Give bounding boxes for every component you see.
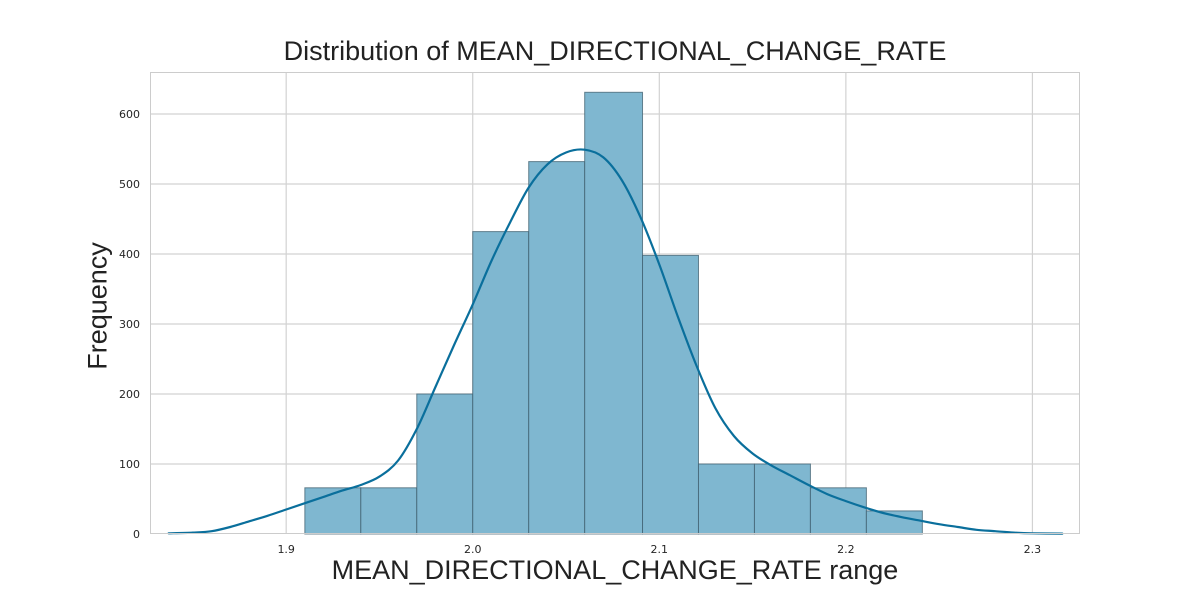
histogram-bar bbox=[304, 487, 362, 535]
histogram-bar bbox=[809, 487, 867, 535]
x-tick-label: 2.2 bbox=[837, 543, 855, 556]
chart-title: Distribution of MEAN_DIRECTIONAL_CHANGE_… bbox=[283, 36, 947, 66]
y-tick-label: 300 bbox=[119, 318, 140, 331]
x-axis-label: MEAN_DIRECTIONAL_CHANGE_RATE range bbox=[331, 555, 899, 585]
y-axis-label: Frequency bbox=[82, 242, 113, 370]
histogram-bar bbox=[360, 487, 418, 535]
x-tick-label: 2.3 bbox=[1024, 543, 1042, 556]
y-tick-label: 500 bbox=[119, 178, 140, 191]
x-tick-label: 1.9 bbox=[277, 543, 295, 556]
histogram-bar bbox=[865, 510, 923, 535]
kde-line bbox=[167, 148, 1064, 535]
histogram-bar bbox=[472, 231, 530, 535]
x-tick-label: 2.1 bbox=[651, 543, 669, 556]
histogram-bar bbox=[697, 463, 755, 535]
kde-curve-group bbox=[167, 148, 1064, 535]
plot-frame bbox=[150, 72, 1080, 534]
histogram-bar bbox=[753, 463, 811, 535]
y-tick-label: 0 bbox=[133, 528, 140, 541]
y-tick-label: 200 bbox=[119, 388, 140, 401]
y-axis-ticks: 0 100 200 300 400 500 600 bbox=[119, 108, 140, 541]
histogram-bars bbox=[304, 91, 923, 535]
x-axis-ticks: 1.9 2.0 2.1 2.2 2.3 bbox=[277, 543, 1041, 556]
histogram-bar bbox=[584, 91, 644, 535]
histogram-bar bbox=[416, 393, 474, 535]
y-tick-label: 100 bbox=[119, 458, 140, 471]
y-tick-label: 600 bbox=[119, 108, 140, 121]
histogram-bar bbox=[642, 254, 699, 535]
x-tick-label: 2.0 bbox=[464, 543, 482, 556]
y-tick-label: 400 bbox=[119, 248, 140, 261]
histogram-bar bbox=[528, 161, 586, 535]
